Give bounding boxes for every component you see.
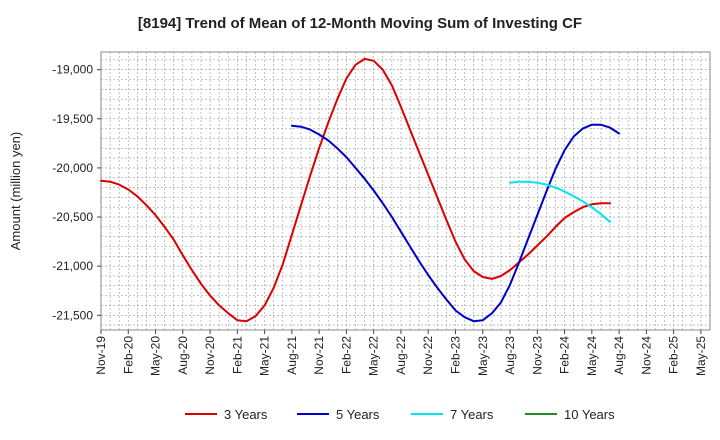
plot-area <box>100 51 711 331</box>
y-tick-label: -20,000 <box>52 161 93 175</box>
x-tick-label: Feb-23 <box>448 336 462 374</box>
legend-label-10-years: 10 Years <box>564 407 615 422</box>
chart-title: [8194] Trend of Mean of 12-Month Moving … <box>138 15 582 32</box>
x-tick-label: May-21 <box>258 336 272 376</box>
series-line-3-years <box>100 57 611 323</box>
series-line-7-years <box>509 180 611 223</box>
y-tick-label: -19,500 <box>52 112 93 126</box>
x-tick-label: Feb-22 <box>339 336 353 374</box>
x-tick-label: Nov-19 <box>94 336 108 375</box>
y-tick-label: -21,000 <box>52 259 93 273</box>
y-axis-label: Amount (million yen) <box>8 132 23 251</box>
series-line-5-years <box>290 123 621 323</box>
y-tick-label: -19,000 <box>52 63 93 77</box>
legend-label-3-years: 3 Years <box>224 407 268 422</box>
x-tick-label: Feb-24 <box>558 336 572 374</box>
x-tick-label: May-24 <box>585 336 599 376</box>
y-tick-label: -20,500 <box>52 210 93 224</box>
legend: 3 Years 5 Years 7 Years 10 Years <box>185 407 615 422</box>
x-tick-label: May-22 <box>367 336 381 376</box>
x-tick-label: Feb-21 <box>230 336 244 374</box>
series-lines <box>100 57 621 323</box>
x-tick-label: Nov-24 <box>639 336 653 375</box>
x-tick-label: Aug-22 <box>394 336 408 375</box>
x-tick-label: Nov-21 <box>312 336 326 375</box>
x-tick-label: Aug-23 <box>503 336 517 375</box>
legend-label-5-years: 5 Years <box>336 407 380 422</box>
y-ticks: -19,000 -19,500 -20,000 -20,500 -21,000 -21,5… <box>52 63 101 322</box>
x-tick-label: May-20 <box>149 336 163 376</box>
x-tick-label: Nov-22 <box>421 336 435 375</box>
x-tick-label: Aug-21 <box>285 336 299 375</box>
grid <box>101 52 710 330</box>
x-tick-label: May-25 <box>694 336 708 376</box>
x-ticks: Nov-19 Feb-20 May-20 Aug-20 Nov-20 Feb-21 May-… <box>94 330 708 376</box>
legend-label-7-years: 7 Years <box>450 407 494 422</box>
x-tick-label: Feb-25 <box>667 336 681 374</box>
x-tick-label: Nov-23 <box>530 336 544 375</box>
x-tick-label: Feb-20 <box>121 336 135 374</box>
x-tick-label: Aug-24 <box>612 336 626 375</box>
x-tick-label: Aug-20 <box>176 336 190 375</box>
x-tick-label: May-23 <box>476 336 490 376</box>
y-tick-label: -21,500 <box>52 308 93 322</box>
x-tick-label: Nov-20 <box>203 336 217 375</box>
